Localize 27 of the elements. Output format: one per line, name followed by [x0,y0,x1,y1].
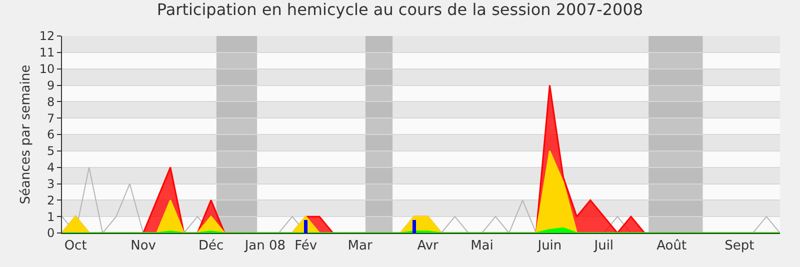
x-tick-label: Fév [294,238,318,254]
y-axis-title: Séances par semaine [18,64,34,204]
y-tick-label: 4 [46,160,55,175]
x-tick-label: Mai [470,238,494,254]
x-tick-label: Août [656,238,687,254]
x-tick-label: Jan 08 [244,238,286,254]
y-tick-label: 11 [39,46,55,60]
x-tick-label: Déc [198,238,224,254]
x-tick-label: Juin [536,238,562,254]
y-tick-label: 10 [39,62,55,76]
y-tick-label: 1 [46,210,55,224]
x-tick-label: Avr [417,238,440,254]
x-tick-label: Nov [130,238,156,254]
y-tick-label: 5 [46,144,55,158]
x-tick-label: Sept [724,238,754,254]
y-tick-label: 0 [46,226,55,240]
x-tick-label: Mar [348,238,373,254]
y-tick-label: 8 [46,94,55,109]
y-tick-label: 12 [39,29,55,44]
y-tick-label: 2 [46,193,55,208]
y-tick-label: 6 [46,128,55,142]
x-tick-label: Juil [593,238,614,254]
y-tick-label: 3 [46,176,55,191]
y-tick-label: 9 [46,78,55,92]
y-tick-label: 7 [46,111,55,126]
chart-title: Participation en hemicycle au cours de la session 2007-2008 [156,0,644,20]
x-tick-label: Oct [64,238,87,254]
